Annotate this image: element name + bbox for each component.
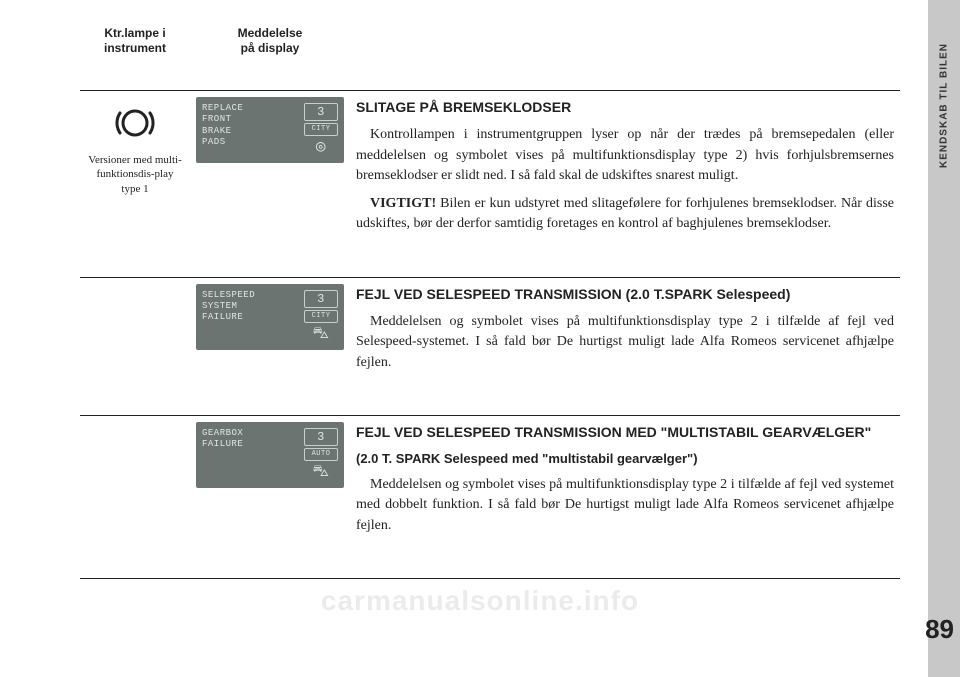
divider: [80, 395, 900, 416]
content: Ktr.lampe i instrument Meddelelse på dis…: [80, 20, 900, 579]
page: KENDSKAB TIL BILEN 89 carmanualsonline.i…: [0, 0, 960, 677]
section-subtitle: (2.0 T. SPARK Selespeed med "multistabil…: [356, 450, 894, 469]
gearbox-fail-icon: ⛍: [304, 464, 338, 480]
brake-pad-warning-icon: [115, 103, 155, 147]
cell-lamp-1: Versioner med multi-funktionsdis-play ty…: [80, 91, 190, 257]
divider: [80, 257, 900, 278]
divider: [80, 70, 900, 91]
multifunction-display: SELESPEED SYSTEM FAILURE 3 CITY ⛍: [196, 284, 344, 350]
header-colB-line1: Meddelelse: [238, 26, 303, 40]
section-title: SLITAGE PÅ BREMSEKLODSER: [356, 97, 894, 117]
header-colA-line2: instrument: [104, 41, 166, 55]
display-mode: CITY: [304, 310, 338, 323]
cell-lamp-3: [80, 415, 190, 558]
cell-display-2: SELESPEED SYSTEM FAILURE 3 CITY ⛍: [190, 277, 350, 395]
display-right-panel: 3 AUTO ⛍: [304, 428, 338, 480]
display-mode: CITY: [304, 123, 338, 136]
display-right-panel: 3 CITY ◎: [304, 103, 338, 155]
cell-desc-2: FEJL VED SELESPEED TRANSMISSION (2.0 T.S…: [350, 277, 900, 395]
cell-display-1: REPLACE FRONT BRAKE PADS 3 CITY ◎: [190, 91, 350, 257]
multifunction-display: REPLACE FRONT BRAKE PADS 3 CITY ◎: [196, 97, 344, 163]
table-row: GEARBOX FAILURE 3 AUTO ⛍ FEJL VED SELESP…: [80, 415, 900, 558]
table-row: Versioner med multi-funktionsdis-play ty…: [80, 91, 900, 257]
display-right-panel: 3 CITY ⛍: [304, 290, 338, 342]
paragraph: Meddelelsen og symbolet vises på multifu…: [356, 475, 894, 536]
header-colA-line1: Ktr.lampe i: [104, 26, 165, 40]
important-label: VIGTIGT!: [370, 196, 436, 211]
display-mode: AUTO: [304, 448, 338, 461]
header-col-lamp: Ktr.lampe i instrument: [80, 20, 190, 70]
table-header-row: Ktr.lampe i instrument Meddelelse på dis…: [80, 20, 900, 70]
paragraph: Meddelelsen og symbolet vises på multifu…: [356, 312, 894, 373]
cell-display-3: GEARBOX FAILURE 3 AUTO ⛍: [190, 415, 350, 558]
display-gear: 3: [304, 428, 338, 446]
header-col-desc: [350, 20, 900, 70]
lamp-caption: Versioner med multi-funktionsdis-play ty…: [86, 153, 184, 196]
side-tab-label: KENDSKAB TIL BILEN: [939, 43, 950, 168]
display-gear: 3: [304, 290, 338, 308]
paragraph-text: Bilen er kun udstyret med slitagefølere …: [356, 196, 894, 231]
paragraph: Kontrollampen i instrumentgruppen lyser …: [356, 125, 894, 186]
section-title: FEJL VED SELESPEED TRANSMISSION MED "MUL…: [356, 422, 894, 442]
paragraph: VIGTIGT! Bilen er kun udstyret med slita…: [356, 194, 894, 235]
brake-pad-icon: ◎: [304, 139, 338, 155]
side-tab: KENDSKAB TIL BILEN 89: [928, 0, 960, 677]
watermark: carmanualsonline.info: [321, 585, 639, 617]
table-row: SELESPEED SYSTEM FAILURE 3 CITY ⛍ FEJL V…: [80, 277, 900, 395]
divider: [80, 558, 900, 579]
cell-desc-1: SLITAGE PÅ BREMSEKLODSER Kontrollampen i…: [350, 91, 900, 257]
warning-table: Ktr.lampe i instrument Meddelelse på dis…: [80, 20, 900, 579]
header-colB-line2: på display: [241, 41, 300, 55]
header-col-display: Meddelelse på display: [190, 20, 350, 70]
page-number: 89: [925, 614, 954, 645]
display-gear: 3: [304, 103, 338, 121]
multifunction-display: GEARBOX FAILURE 3 AUTO ⛍: [196, 422, 344, 488]
cell-desc-3: FEJL VED SELESPEED TRANSMISSION MED "MUL…: [350, 415, 900, 558]
section-title: FEJL VED SELESPEED TRANSMISSION (2.0 T.S…: [356, 284, 894, 304]
gearbox-fail-icon: ⛍: [304, 326, 338, 342]
cell-lamp-2: [80, 277, 190, 395]
